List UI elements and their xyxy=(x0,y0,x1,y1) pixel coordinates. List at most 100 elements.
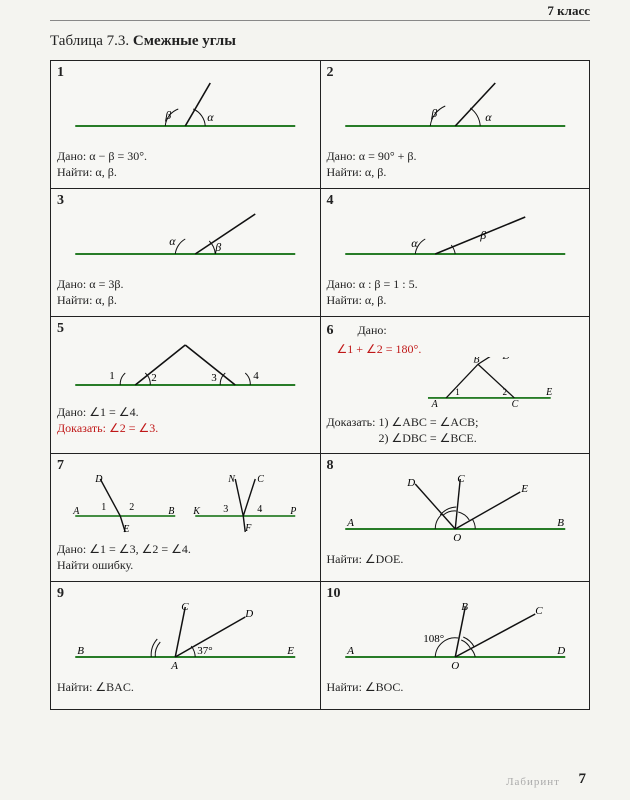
svg-text:3: 3 xyxy=(211,372,217,384)
cell-number: 7 xyxy=(57,458,314,474)
problem-text: Дано: α − β = 30°. Найти: α, β. xyxy=(57,148,314,180)
svg-text:D: D xyxy=(501,357,510,362)
svg-text:O: O xyxy=(451,660,459,672)
given-value: ∠1 + ∠2 = 180°. xyxy=(337,341,584,357)
svg-text:3: 3 xyxy=(223,504,228,515)
svg-text:α: α xyxy=(411,236,418,250)
svg-text:A: A xyxy=(346,517,354,529)
svg-text:N: N xyxy=(227,474,236,485)
svg-text:B: B xyxy=(473,357,479,365)
svg-text:E: E xyxy=(286,645,294,657)
svg-text:α: α xyxy=(169,234,176,248)
diagram-10: A D B C O 108° xyxy=(327,602,584,672)
problem-text: Дано: α = 3β. Найти: α, β. xyxy=(57,276,314,308)
svg-text:C: C xyxy=(257,474,264,485)
cell-number: 6 xyxy=(327,323,334,338)
svg-text:D: D xyxy=(406,477,415,489)
cell-number: 2 xyxy=(327,65,584,81)
svg-text:β: β xyxy=(479,228,486,242)
cell-number: 3 xyxy=(57,193,314,209)
svg-text:4: 4 xyxy=(253,370,259,382)
page-number: 7 xyxy=(579,771,587,788)
svg-text:D: D xyxy=(556,645,565,657)
cell-5: 5 1 2 3 4 Дано: ∠1 = ∠4. Доказать: ∠2 = … xyxy=(51,317,321,454)
page-title: Таблица 7.3. Смежные углы xyxy=(50,33,590,50)
diagram-3: β α xyxy=(57,209,314,269)
problem-text: Дано: ∠1 = ∠3, ∠2 = ∠4. Найти ошибку. xyxy=(57,541,314,573)
svg-text:B: B xyxy=(168,506,174,517)
svg-text:α: α xyxy=(485,110,492,124)
cell-7: 7 A B D E 1 2 K N C P F 3 4 Дано: ∠1 = ∠… xyxy=(51,453,321,581)
angle-value: 37° xyxy=(197,645,212,657)
svg-text:F: F xyxy=(244,523,252,534)
problems-table: 1 α β Дано: α − β = 30°. Найти: α, β. 2 … xyxy=(50,60,590,710)
cell-3: 3 β α Дано: α = 3β. Найти: α, β. xyxy=(51,189,321,317)
problem-text: Найти: ∠BOC. xyxy=(327,679,584,695)
grade-label: 7 класс xyxy=(547,3,590,19)
svg-text:E: E xyxy=(545,387,552,398)
cell-9: 9 B E C D A 37° Найти: ∠BAC. xyxy=(51,581,321,709)
svg-text:E: E xyxy=(122,524,129,534)
cell-10: 10 A D B C O 108° Найти: ∠BOC. xyxy=(320,581,590,709)
diagram-1: α β xyxy=(57,81,314,141)
svg-text:β: β xyxy=(430,106,437,120)
diagram-6: A B C D E 1 2 xyxy=(327,357,584,407)
watermark: Лабиринт xyxy=(506,776,560,788)
svg-text:2: 2 xyxy=(502,387,507,397)
cell-number: 9 xyxy=(57,586,314,602)
svg-text:B: B xyxy=(77,645,84,657)
svg-text:B: B xyxy=(557,517,564,529)
cell-number: 1 xyxy=(57,65,314,81)
angle-value: 108° xyxy=(423,633,444,645)
cell-8: 8 A B D C E O Найти: ∠DOE. xyxy=(320,453,590,581)
svg-text:2: 2 xyxy=(129,502,134,513)
svg-text:A: A xyxy=(170,660,178,672)
cell-number: 10 xyxy=(327,586,584,602)
diagram-4: α β xyxy=(327,209,584,269)
svg-text:B: B xyxy=(461,602,468,613)
svg-text:K: K xyxy=(192,506,201,517)
cell-number: 8 xyxy=(327,458,584,474)
problem-text: Дано: ∠1 = ∠4. Доказать: ∠2 = ∠3. xyxy=(57,404,314,436)
problem-text: Найти: ∠DOE. xyxy=(327,551,584,567)
cell-number: 4 xyxy=(327,193,584,209)
svg-text:1: 1 xyxy=(109,370,115,382)
svg-text:C: C xyxy=(457,474,465,485)
alpha-label: α xyxy=(207,110,214,124)
cell-number: 5 xyxy=(57,321,314,337)
svg-text:β: β xyxy=(214,240,221,254)
header-rule: 7 класс xyxy=(50,20,590,21)
diagram-9: B E C D A 37° xyxy=(57,602,314,672)
diagram-2: α β xyxy=(327,81,584,141)
problem-text: Доказать: 1) ∠ABC = ∠ACB; Доказать: 2) ∠… xyxy=(327,414,584,446)
svg-text:P: P xyxy=(289,506,296,517)
svg-text:O: O xyxy=(453,532,461,544)
problem-text: Найти: ∠BAC. xyxy=(57,679,314,695)
cell-2: 2 α β Дано: α = 90° + β. Найти: α, β. xyxy=(320,61,590,189)
given-inline: Дано: xyxy=(358,323,387,337)
svg-text:D: D xyxy=(244,608,253,620)
problem-text: Дано: α = 90° + β. Найти: α, β. xyxy=(327,148,584,180)
svg-text:E: E xyxy=(520,483,528,495)
diagram-5: 1 2 3 4 xyxy=(57,337,314,397)
svg-text:C: C xyxy=(511,399,518,407)
svg-text:A: A xyxy=(72,506,80,517)
cell-1: 1 α β Дано: α − β = 30°. Найти: α, β. xyxy=(51,61,321,189)
svg-text:2: 2 xyxy=(151,372,157,384)
svg-text:4: 4 xyxy=(257,504,262,515)
beta-label: β xyxy=(164,108,171,122)
diagram-8: A B D C E O xyxy=(327,474,584,544)
problem-text: Дано: α : β = 1 : 5. Найти: α, β. xyxy=(327,276,584,308)
svg-text:D: D xyxy=(94,474,103,485)
svg-text:A: A xyxy=(346,645,354,657)
title-prefix: Таблица 7.3. xyxy=(50,33,129,49)
title-subject: Смежные углы xyxy=(133,33,236,49)
cell-4: 4 α β Дано: α : β = 1 : 5. Найти: α, β. xyxy=(320,189,590,317)
diagram-7: A B D E 1 2 K N C P F 3 4 xyxy=(57,474,314,534)
svg-text:A: A xyxy=(430,399,438,407)
svg-text:C: C xyxy=(181,602,189,613)
svg-text:1: 1 xyxy=(455,387,460,397)
svg-text:1: 1 xyxy=(101,502,106,513)
cell-6: 6 Дано: ∠1 + ∠2 = 180°. A B C D E 1 2 До… xyxy=(320,317,590,454)
svg-text:C: C xyxy=(535,605,543,617)
